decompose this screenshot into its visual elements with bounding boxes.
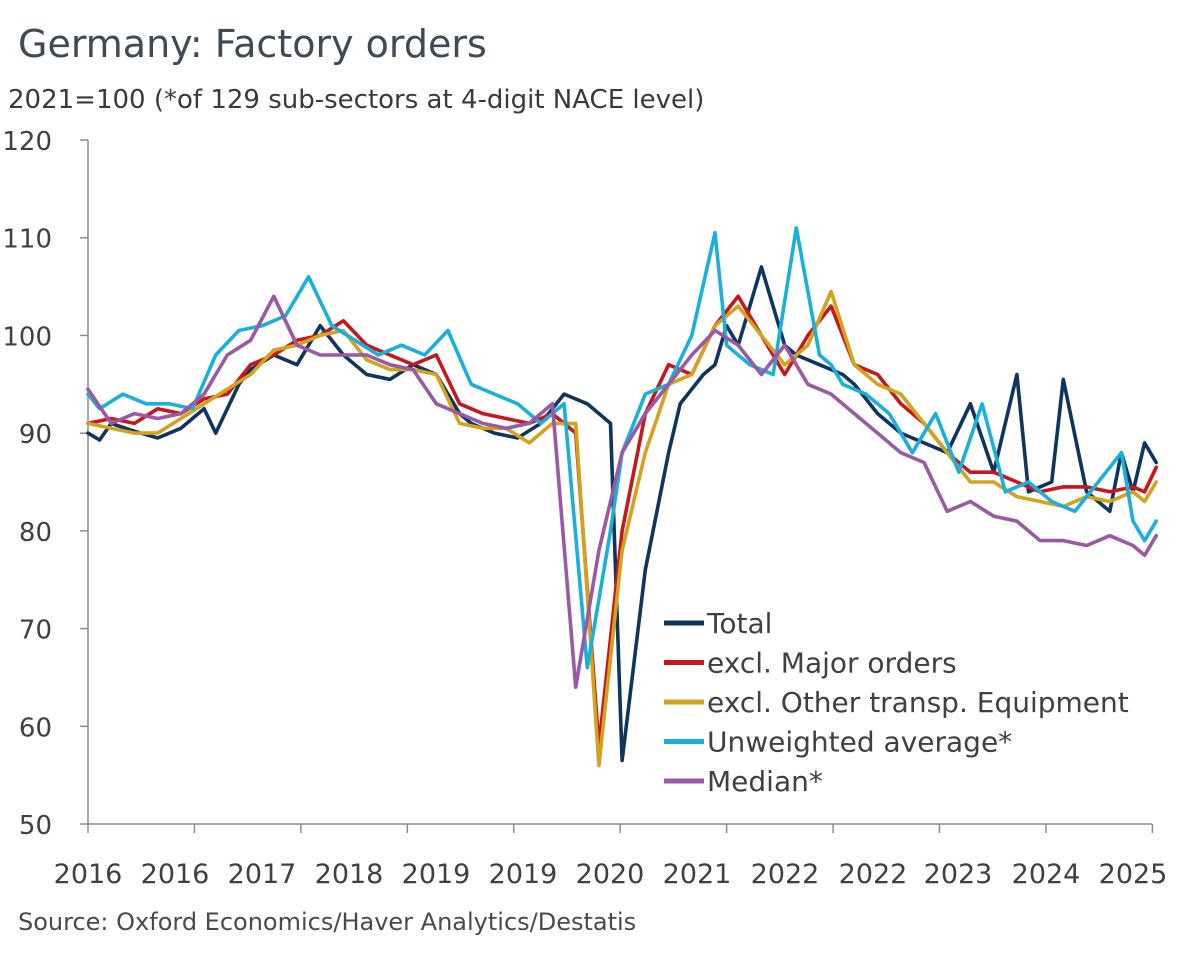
series-line-3 <box>86 289 1158 768</box>
series-lines <box>86 226 1158 768</box>
source-note: Source: Oxford Economics/Haver Analytics… <box>18 908 637 936</box>
y-tick-label: 100 <box>2 322 52 352</box>
y-tick-label: 110 <box>2 225 52 255</box>
x-tick-label: 2017 <box>228 859 297 890</box>
x-tick-label: 2020 <box>576 859 645 890</box>
x-tick-label: 2024 <box>1012 859 1081 890</box>
legend-label: Median* <box>707 765 823 798</box>
y-tick-label: 120 <box>2 127 52 157</box>
x-tick-label: 2022 <box>839 859 908 890</box>
x-tick-label: 2018 <box>315 859 384 890</box>
series-line-4 <box>86 226 1158 670</box>
chart-subtitle: 2021=100 (*of 129 sub-sectors at 4-digit… <box>8 85 705 115</box>
series-line-2 <box>86 294 1158 748</box>
x-tick-label: 2019 <box>402 859 471 890</box>
legend-label: Unweighted average* <box>707 726 1012 759</box>
legend: Total excl. Major orders excl. Other trans… <box>664 607 1129 798</box>
series-line-5 <box>86 294 1158 690</box>
axes: 50 60 70 80 90 100 110 120 2016 2016 2017 2018 2019 2… <box>2 127 1167 890</box>
x-tick-label: 2021 <box>663 859 732 890</box>
x-tick-label: 2025 <box>1099 859 1168 890</box>
y-tick-label: 90 <box>19 420 52 450</box>
x-tick-label: 2016 <box>54 859 123 890</box>
legend-label: Total <box>706 607 772 640</box>
y-tick-label: 80 <box>19 518 52 548</box>
y-tick-label: 50 <box>19 811 52 841</box>
legend-label: excl. Major orders <box>707 647 957 680</box>
chart-title: Germany: Factory orders <box>18 22 487 66</box>
x-tick-label: 2016 <box>141 859 210 890</box>
x-tick-label: 2019 <box>489 859 558 890</box>
x-tick-label: 2022 <box>751 859 820 890</box>
x-tick-label: 2023 <box>924 859 993 890</box>
legend-label: excl. Other transp. Equipment <box>707 686 1129 719</box>
y-tick-label: 70 <box>19 616 52 646</box>
y-tick-label: 60 <box>19 713 52 743</box>
